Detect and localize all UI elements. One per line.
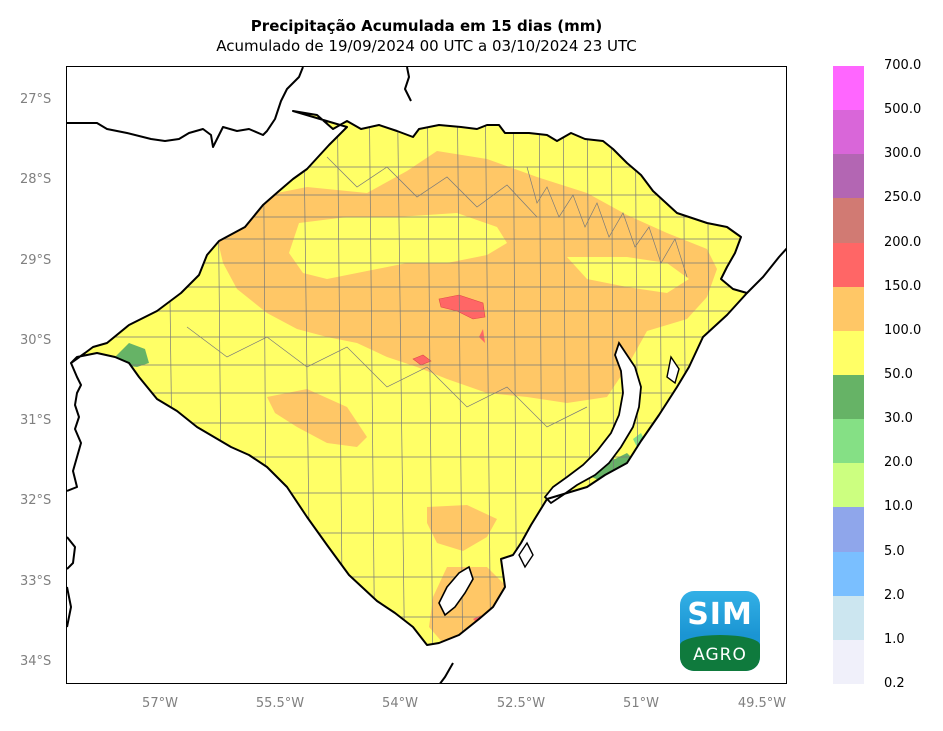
colorbar-segment: [833, 419, 864, 464]
colorbar-level-label: 250.0: [884, 190, 922, 206]
simagro-logo: SIM AGRO: [680, 591, 760, 671]
colorbar-segment: [833, 375, 864, 420]
lon-label-49-5w: 49.5°W: [737, 696, 787, 711]
colorbar-segment: [833, 242, 864, 288]
colorbar-level-label: 200.0: [884, 234, 922, 250]
lon-label-54w: 54°W: [382, 696, 418, 711]
colorbar-segment: [833, 330, 864, 376]
colorbar-segment: [833, 463, 864, 508]
map-title: Precipitação Acumulada em 15 dias (mm): [250, 17, 603, 35]
colorbar: [833, 66, 864, 685]
map-panel: [66, 66, 787, 684]
lon-label-52-5w: 52.5°W: [496, 696, 546, 711]
lat-label-31s: 31°S: [20, 413, 52, 428]
lat-label-34s: 34°S: [20, 654, 52, 669]
colorbar-segment: [833, 551, 864, 597]
colorbar-level-label: 1.0: [884, 631, 905, 647]
lat-label-30s: 30°S: [20, 333, 52, 348]
colorbar-segment: [833, 595, 864, 641]
lat-label-32s: 32°S: [20, 493, 52, 508]
colorbar-segment: [833, 110, 864, 155]
colorbar-segment: [833, 198, 864, 244]
lat-label-33s: 33°S: [20, 574, 52, 589]
colorbar-segment: [833, 639, 864, 685]
lat-label-29s: 29°S: [20, 253, 52, 268]
colorbar-level-label: 700.0: [884, 58, 922, 73]
colorbar-level-label: 20.0: [884, 455, 913, 471]
lat-label-27s: 27°S: [20, 92, 52, 107]
colorbar-segment: [833, 507, 864, 553]
colorbar-level-label: 150.0: [884, 278, 922, 294]
colorbar-level-label: 0.2: [884, 676, 905, 691]
map-subtitle: Acumulado de 19/09/2024 00 UTC a 03/10/2…: [216, 37, 637, 55]
lon-label-51w: 51°W: [623, 696, 659, 711]
colorbar-level-label: 100.0: [884, 322, 922, 338]
colorbar-level-label: 50.0: [884, 367, 913, 382]
colorbar-level-label: 300.0: [884, 146, 922, 162]
colorbar-level-label: 10.0: [884, 499, 913, 515]
logo-text-agro: AGRO: [693, 645, 747, 665]
logo-green-band: [680, 635, 760, 671]
logo-text-sim: SIM: [687, 597, 753, 632]
country-borders: [67, 67, 786, 683]
colorbar-segment: [833, 154, 864, 199]
precipitation-map: [67, 67, 786, 683]
lon-label-55-5w: 55.5°W: [255, 696, 305, 711]
coastal-lagoons: [438, 340, 680, 617]
colorbar-level-label: 5.0: [884, 543, 905, 559]
precipitation-field: [71, 111, 747, 645]
colorbar-level-label: 30.0: [884, 411, 913, 427]
lon-label-57w: 57°W: [142, 696, 178, 711]
colorbar-level-label: 2.0: [884, 587, 905, 603]
colorbar-segment: [833, 66, 864, 111]
municipal-boundaries: [71, 111, 747, 645]
state-outline: [70, 110, 748, 646]
colorbar-level-label: 500.0: [884, 102, 922, 118]
lat-label-28s: 28°S: [20, 172, 52, 187]
colorbar-segment: [833, 286, 864, 332]
